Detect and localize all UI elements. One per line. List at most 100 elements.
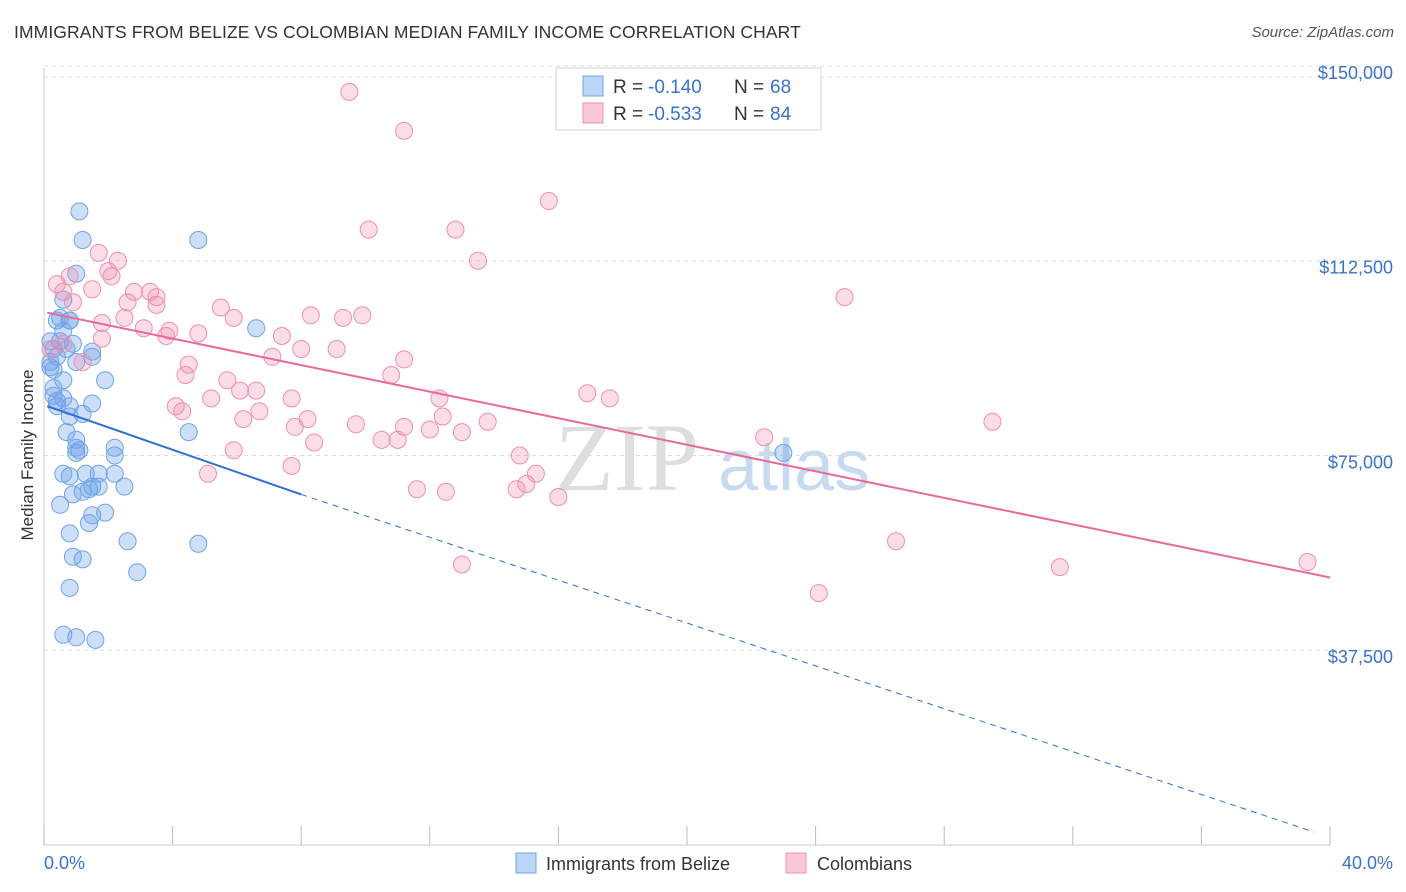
point-belize [67, 430, 86, 449]
point-colombians [99, 262, 118, 281]
y-tick-labels: $37,500 $75,000 $112,500 $150,000 [1318, 63, 1393, 667]
point-colombians [250, 402, 269, 421]
point-belize [774, 443, 793, 462]
y-tick-label: $112,500 [1319, 258, 1393, 278]
point-colombians [118, 293, 137, 312]
point-belize [179, 423, 198, 442]
point-belize [60, 578, 79, 597]
point-colombians [1298, 553, 1317, 571]
point-belize [115, 477, 134, 496]
point-belize [247, 319, 266, 338]
trend-line-belize-extrapolated [301, 493, 1315, 833]
point-colombians [983, 412, 1002, 431]
series-legend: Immigrants from Belize Colombians [515, 852, 912, 874]
point-colombians [549, 488, 568, 506]
point-colombians [446, 220, 465, 239]
bottom-legend-swatch-colombians [785, 852, 807, 874]
point-belize [70, 202, 89, 221]
point-colombians [285, 417, 304, 436]
point-colombians [224, 308, 243, 327]
point-colombians [510, 446, 529, 465]
point-belize [89, 464, 108, 483]
y-tick-label: $75,000 [1328, 452, 1393, 472]
point-colombians [247, 381, 266, 400]
point-colombians [41, 340, 60, 358]
point-colombians [301, 306, 320, 325]
point-colombians [346, 415, 365, 434]
x-tick-label-max: 40.0% [1342, 853, 1393, 873]
trend-line-colombians [47, 311, 1331, 579]
legend-n-value-1: 68 [770, 77, 791, 98]
point-belize [60, 524, 79, 543]
point-colombians [199, 464, 217, 483]
point-colombians [395, 350, 414, 369]
point-colombians [202, 389, 221, 408]
point-belize [105, 446, 124, 465]
point-colombians [382, 366, 401, 384]
point-colombians [469, 251, 487, 270]
point-colombians [388, 430, 407, 449]
point-colombians [102, 267, 121, 286]
point-colombians [63, 293, 82, 312]
point-colombians [478, 412, 497, 431]
chart-source: Source: ZipAtlas.com [1251, 24, 1394, 41]
point-belize [44, 386, 63, 405]
point-colombians [83, 280, 102, 299]
y-tick-label: $37,500 [1328, 647, 1393, 667]
point-colombians [305, 433, 324, 452]
point-belize [67, 353, 86, 371]
point-belize [67, 438, 86, 457]
legend-n-label-1: N = [734, 77, 764, 98]
point-colombians [160, 321, 179, 340]
point-colombians [147, 288, 166, 307]
point-colombians [578, 384, 597, 403]
point-colombians [173, 402, 192, 421]
point-belize [67, 628, 86, 647]
point-belize [60, 311, 79, 330]
point-belize [105, 438, 124, 457]
point-belize [54, 371, 73, 390]
point-colombians [125, 282, 143, 301]
trend-line-belize [46, 405, 302, 496]
point-colombians [115, 308, 134, 327]
point-belize [189, 534, 208, 553]
point-colombians [211, 298, 230, 317]
legend-r-value-1: -0.140 [648, 77, 702, 98]
bottom-legend-label-colombians: Colombians [817, 854, 912, 874]
point-colombians [282, 389, 301, 408]
point-colombians [507, 480, 526, 499]
point-colombians [526, 464, 545, 483]
point-colombians [835, 288, 854, 307]
legend-n-value-2: 84 [770, 104, 792, 125]
point-belize [60, 467, 79, 486]
point-colombians [292, 340, 311, 358]
legend-n-label-2: N = [734, 104, 764, 125]
watermark-zip: ZIP [555, 404, 699, 511]
point-belize [67, 443, 86, 462]
point-colombians [395, 121, 414, 140]
point-belize [57, 340, 76, 358]
point-colombians [282, 456, 301, 475]
point-belize [73, 231, 92, 249]
point-belize [44, 379, 63, 397]
point-colombians [395, 417, 414, 436]
point-colombians [359, 220, 378, 239]
point-colombians [433, 407, 452, 426]
point-colombians [407, 480, 426, 499]
bottom-legend-label-belize: Immigrants from Belize [546, 854, 730, 874]
point-colombians [272, 327, 291, 345]
legend-swatch-blue [582, 75, 604, 97]
point-colombians [420, 420, 439, 439]
point-colombians [327, 340, 346, 358]
legend-r-label-2: R = [613, 104, 643, 125]
point-colombians [73, 353, 92, 371]
point-colombians [452, 555, 471, 574]
point-belize [83, 394, 102, 413]
y-tick-label: $150,000 [1318, 63, 1393, 83]
point-colombians [147, 295, 166, 314]
data-points [41, 82, 1317, 649]
bottom-legend-swatch-belize [515, 852, 537, 874]
point-colombians [189, 324, 208, 343]
point-colombians [809, 584, 828, 603]
